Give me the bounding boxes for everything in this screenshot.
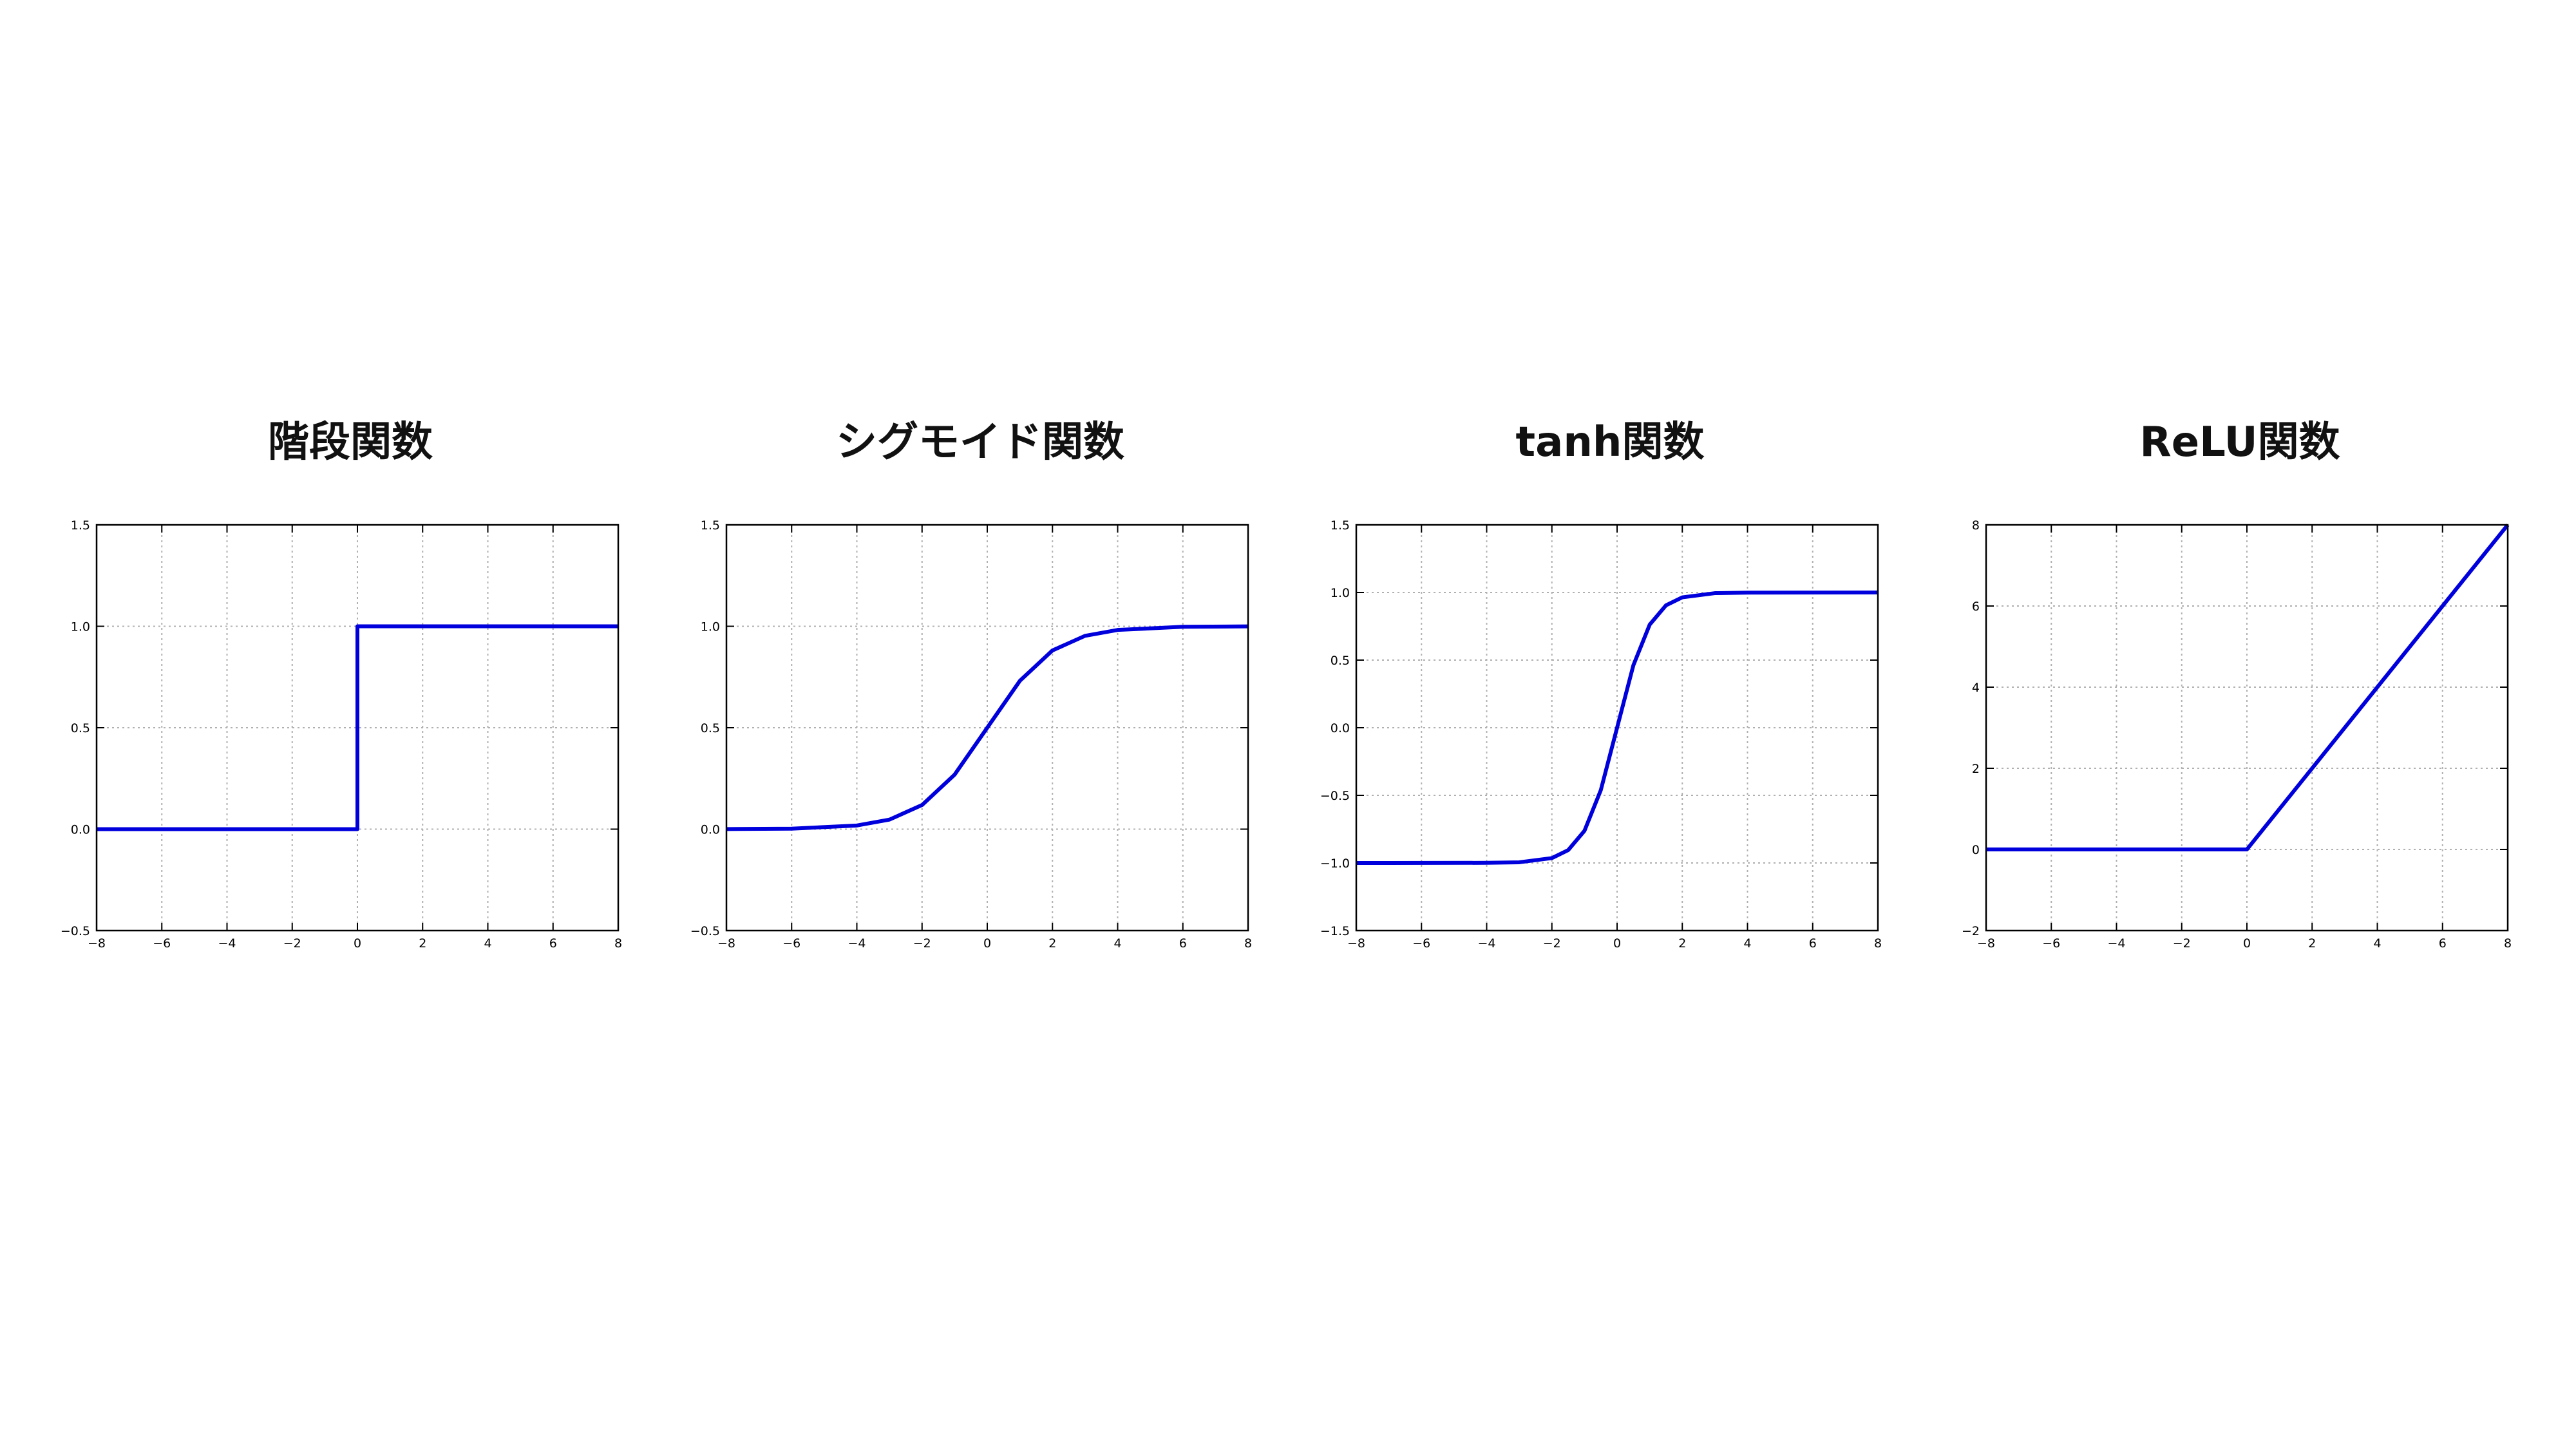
y-tick-label: 1.0 <box>1331 586 1350 600</box>
x-tick-label: −8 <box>717 936 735 951</box>
x-tick-label: 2 <box>1678 936 1686 951</box>
x-tick-label: 6 <box>549 936 557 951</box>
x-tick-label: 6 <box>1809 936 1817 951</box>
y-tick-label: −0.5 <box>690 924 720 938</box>
y-tick-label: 0.5 <box>701 721 720 735</box>
x-tick-label: −6 <box>1412 936 1430 951</box>
y-tick-label: 0.0 <box>701 823 720 837</box>
y-tick-label: 0.5 <box>1331 654 1350 668</box>
chart-panel-3: tanh関数 −8 −6 −4 −2 0 2 4 6 8 −1.5 −1.0 −0.5 0.0 0.5 1.… <box>1288 0 1932 1449</box>
series-line <box>726 624 1249 831</box>
x-tick-label: −8 <box>1347 936 1365 951</box>
y-tick-label: 8 <box>1972 518 1980 533</box>
axes-frame <box>95 524 620 932</box>
chart-title: ReLU関数 <box>2139 419 2340 466</box>
x-tick-label: 2 <box>1048 936 1056 951</box>
x-tick-label: 0 <box>983 936 991 951</box>
x-tick-label: −4 <box>2107 936 2125 951</box>
x-tick-label: 8 <box>614 936 622 951</box>
x-tick-label: 0 <box>1613 936 1621 951</box>
chart-panel-2: シグモイド関数 −8 −6 −4 −2 0 2 4 6 8 −0.5 0.0 0.5 1.0 1.5 <box>658 0 1302 1449</box>
chart-plot: −8 −6 −4 −2 0 2 4 6 8 −1.5 −1.0 −0.5 0.0 0.5 1.0 1.5 <box>1320 518 1882 951</box>
x-tick-label: 4 <box>1743 936 1751 951</box>
y-tick-label: −0.5 <box>1320 789 1350 803</box>
x-tick-label: 2 <box>419 936 426 951</box>
y-tick-label: 0.5 <box>71 721 90 735</box>
y-tick-label: 1.0 <box>701 620 720 634</box>
x-tick-label: 4 <box>2373 936 2381 951</box>
x-tick-label: 4 <box>1113 936 1121 951</box>
x-tick-label: −4 <box>1477 936 1495 951</box>
y-tick-label: 6 <box>1972 600 1980 614</box>
chart-panel-1: 階段関数 −8 −6 −4 −2 0 2 4 6 8 −0.5 0.0 0.5 1.0 1.5 <box>28 0 672 1449</box>
x-tick-label: 8 <box>1874 936 1882 951</box>
x-tick-label: −2 <box>1543 936 1561 951</box>
y-tick-label: 1.5 <box>701 518 720 533</box>
y-tick-label: 4 <box>1972 681 1980 695</box>
x-tick-label: 6 <box>1179 936 1187 951</box>
x-tick-label: 6 <box>2439 936 2447 951</box>
y-tick-label: 0.0 <box>1331 721 1350 735</box>
y-tick-label: −0.5 <box>61 924 90 938</box>
series-line <box>97 624 618 831</box>
x-tick-label: 2 <box>2308 936 2316 951</box>
x-tick-label: −6 <box>153 936 171 951</box>
x-tick-label: 4 <box>484 936 491 951</box>
axes-frame <box>725 524 1249 932</box>
y-tick-label: −1.0 <box>1320 857 1350 871</box>
y-tick-label: 1.0 <box>71 620 90 634</box>
x-tick-label: 8 <box>2504 936 2512 951</box>
x-tick-label: 8 <box>1244 936 1252 951</box>
x-tick-label: −6 <box>782 936 800 951</box>
chart-plot: −8 −6 −4 −2 0 2 4 6 8 −0.5 0.0 0.5 1.0 1.5 <box>690 518 1252 951</box>
y-tick-label: 1.5 <box>71 518 90 533</box>
x-tick-label: 0 <box>2243 936 2251 951</box>
series-line <box>1356 591 1879 865</box>
series-line <box>1986 524 2510 851</box>
x-tick-label: −2 <box>913 936 931 951</box>
x-tick-label: 0 <box>354 936 361 951</box>
y-tick-label: 0 <box>1972 843 1980 857</box>
chart-panel-4: ReLU関数 −8 −6 −4 −2 0 2 4 6 8 −2 0 2 4 6 8 <box>1918 0 2562 1449</box>
x-tick-label: −4 <box>218 936 236 951</box>
x-tick-label: −4 <box>848 936 866 951</box>
y-tick-label: −1.5 <box>1320 924 1350 938</box>
x-tick-label: −2 <box>2173 936 2191 951</box>
x-tick-label: −6 <box>2042 936 2060 951</box>
axes-frame <box>1355 524 1879 932</box>
chart-title: シグモイド関数 <box>836 419 1124 466</box>
chart-title: 階段関数 <box>268 419 433 466</box>
chart-plot: −8 −6 −4 −2 0 2 4 6 8 −2 0 2 4 6 8 <box>1962 518 2512 951</box>
y-tick-label: 2 <box>1972 762 1980 776</box>
chart-title: tanh関数 <box>1515 419 1705 466</box>
x-tick-label: −2 <box>283 936 301 951</box>
y-tick-label: 1.5 <box>1331 518 1350 533</box>
x-tick-label: −8 <box>1977 936 1995 951</box>
y-tick-label: −2 <box>1962 924 1980 938</box>
chart-plot: −8 −6 −4 −2 0 2 4 6 8 −0.5 0.0 0.5 1.0 1.5 <box>61 518 622 951</box>
axes-frame <box>1985 524 2509 932</box>
x-tick-label: −8 <box>88 936 106 951</box>
y-tick-label: 0.0 <box>71 823 90 837</box>
